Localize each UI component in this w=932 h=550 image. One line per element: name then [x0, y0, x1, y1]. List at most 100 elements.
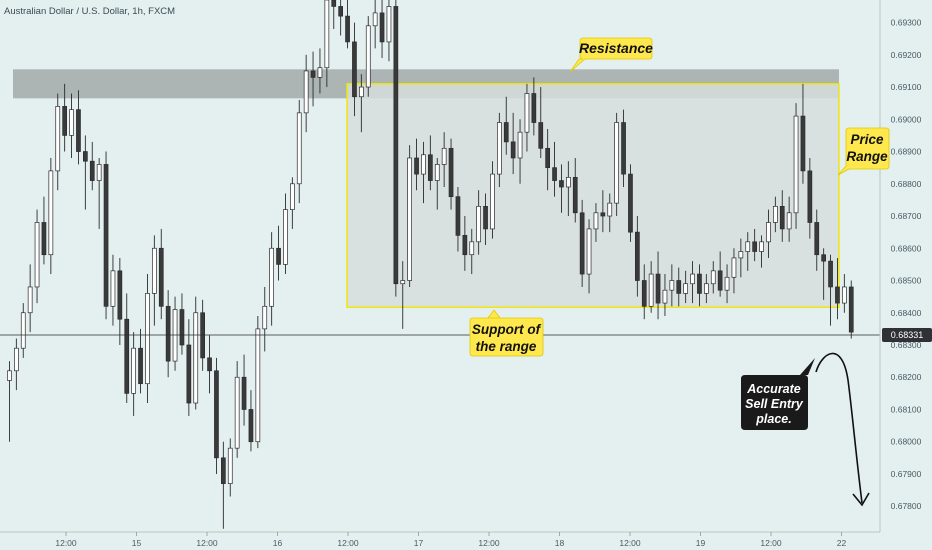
candle-body [352, 41, 357, 98]
candle-body [296, 112, 302, 185]
candle-body [434, 164, 440, 181]
candle-body [835, 286, 840, 304]
price-tick-label: 0.67800 [891, 501, 922, 511]
price-tick-label: 0.68700 [891, 211, 922, 221]
candle-body [324, 0, 330, 69]
price-tick-label: 0.68000 [891, 437, 922, 447]
candle [55, 93, 61, 191]
candle [62, 83, 68, 152]
candle-body [793, 115, 799, 214]
candle-body [34, 222, 40, 288]
price-axis[interactable]: 0.69300 0.69200 0.69100 0.69000 0.68900 0.688… [891, 18, 922, 512]
candle [234, 361, 240, 458]
candle [703, 274, 709, 304]
candle [359, 74, 364, 133]
candle-body [497, 122, 502, 175]
price-tick-label: 0.68500 [891, 276, 922, 286]
candle [565, 161, 571, 217]
price-tick-label: 0.68900 [891, 147, 922, 157]
candle [82, 135, 88, 210]
candle-body [276, 247, 281, 265]
candle-body [731, 257, 737, 278]
resistance-callout: Resistance [569, 37, 653, 73]
candle [586, 219, 592, 294]
candle [745, 232, 751, 271]
candle [421, 141, 426, 204]
sell-entry-callout-bubble [741, 358, 815, 430]
candle-body [338, 6, 343, 17]
time-tick-label: 16 [273, 538, 283, 548]
candle [697, 264, 702, 307]
candle-body [455, 196, 461, 236]
support-callout-line1: Support of [472, 322, 542, 337]
candle [165, 290, 171, 378]
candle-body [469, 241, 475, 256]
candle [448, 138, 454, 210]
candle-body [745, 241, 751, 252]
candle-body [476, 206, 481, 243]
candle [731, 248, 737, 294]
candle [835, 257, 840, 320]
candle [538, 87, 544, 158]
candle [614, 112, 620, 217]
candle [110, 254, 116, 326]
candle-body [524, 93, 530, 133]
price-tag-background [882, 327, 932, 342]
candle [800, 83, 806, 184]
candle-body [310, 70, 316, 78]
zones-layer [13, 69, 840, 308]
candle-body [448, 147, 454, 198]
arrow-head-icon [852, 492, 870, 507]
candle [641, 264, 647, 320]
candle [772, 196, 778, 233]
candle-body [662, 289, 668, 304]
candle [669, 264, 675, 307]
candle-body [145, 293, 150, 385]
time-tick-label: 22 [837, 538, 847, 548]
candle [441, 132, 447, 188]
candles-layer [7, 0, 854, 529]
candle [34, 209, 40, 304]
candle [779, 190, 785, 242]
support-callout-line2: the range [476, 339, 537, 354]
candle-body [214, 370, 219, 459]
candle [48, 157, 54, 275]
candle [372, 0, 378, 49]
candle-body [393, 6, 399, 285]
candle-body [283, 209, 288, 265]
candle-body [628, 173, 633, 233]
candle [400, 261, 406, 329]
time-axis[interactable]: 12:00 15 12:00 16 12:00 17 12:00 18 12:00 19 12:00… [55, 532, 846, 548]
candle [324, 0, 330, 88]
candle-body [331, 0, 337, 7]
candle-body [290, 183, 295, 210]
candle [407, 145, 412, 287]
candle [117, 257, 123, 345]
price-tag-label: 0.68331 [891, 330, 924, 340]
candle [634, 216, 640, 297]
candle-body [676, 280, 682, 294]
candle-body [131, 347, 136, 394]
candle-body [531, 93, 537, 123]
candle-body [96, 164, 102, 181]
candle [138, 328, 143, 394]
candle-body [600, 212, 606, 217]
candle [207, 335, 212, 394]
candle-body [20, 312, 26, 349]
candle [807, 157, 813, 239]
candle-body [179, 309, 185, 346]
candle-body [255, 328, 261, 443]
candle [476, 190, 481, 255]
support-callout-bubble [469, 309, 544, 357]
candle [690, 261, 695, 304]
candle [531, 77, 537, 136]
candle [593, 203, 599, 242]
candle [793, 103, 799, 229]
candle-body [117, 270, 123, 320]
candle-body [586, 228, 592, 275]
candle [524, 83, 530, 152]
candle-body [545, 147, 551, 169]
candle [145, 274, 150, 404]
time-tick-label: 12:00 [478, 538, 500, 548]
candle [269, 232, 274, 326]
